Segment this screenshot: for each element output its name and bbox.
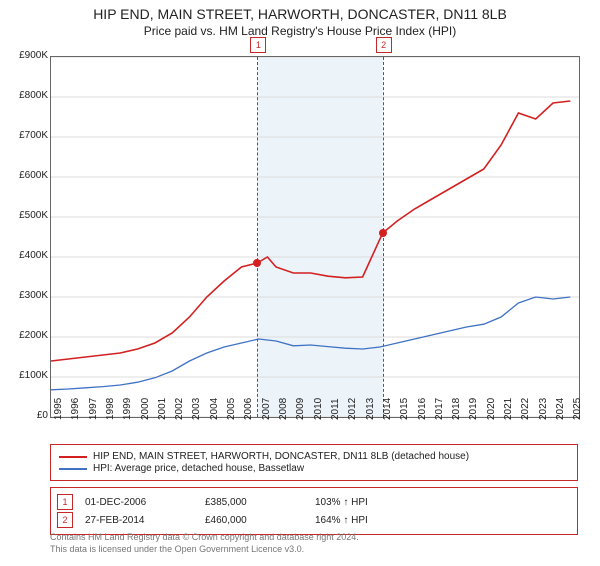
table-row: 1 01-DEC-2006 £385,000 103% ↑ HPI <box>57 494 571 510</box>
x-axis-tick: 2014 <box>382 398 393 420</box>
y-axis-tick: £500K <box>8 210 48 221</box>
x-axis-tick: 2015 <box>399 398 410 420</box>
legend-label: HIP END, MAIN STREET, HARWORTH, DONCASTE… <box>93 451 469 462</box>
y-axis-tick: £600K <box>8 170 48 181</box>
x-axis-tick: 2001 <box>157 398 168 420</box>
sale-pct: 103% ↑ HPI <box>315 497 368 508</box>
sale-price: £460,000 <box>205 515 315 526</box>
sale-pct: 164% ↑ HPI <box>315 515 368 526</box>
x-axis-tick: 2011 <box>330 398 341 420</box>
x-axis-tick: 2005 <box>226 398 237 420</box>
footnote-line: Contains HM Land Registry data © Crown c… <box>50 532 578 544</box>
x-axis-tick: 1998 <box>105 398 116 420</box>
sale-date: 27-FEB-2014 <box>85 515 205 526</box>
x-axis-tick: 2022 <box>520 398 531 420</box>
x-axis-tick: 2024 <box>555 398 566 420</box>
x-axis-tick: 1996 <box>70 398 81 420</box>
x-axis-tick: 2021 <box>503 398 514 420</box>
legend: HIP END, MAIN STREET, HARWORTH, DONCASTE… <box>50 444 578 481</box>
page-title: HIP END, MAIN STREET, HARWORTH, DONCASTE… <box>0 6 600 22</box>
y-axis-tick: £400K <box>8 250 48 261</box>
table-row: 2 27-FEB-2014 £460,000 164% ↑ HPI <box>57 512 571 528</box>
x-axis-tick: 2018 <box>451 398 462 420</box>
x-axis-tick: 2009 <box>295 398 306 420</box>
y-axis-tick: £200K <box>8 330 48 341</box>
sale-marker-icon: 2 <box>57 512 73 528</box>
x-axis-tick: 2002 <box>174 398 185 420</box>
x-axis-tick: 2013 <box>365 398 376 420</box>
footnote: Contains HM Land Registry data © Crown c… <box>50 532 578 555</box>
x-axis-tick: 2017 <box>434 398 445 420</box>
y-axis-tick: £100K <box>8 370 48 381</box>
legend-item: HPI: Average price, detached house, Bass… <box>59 463 569 474</box>
sale-date: 01-DEC-2006 <box>85 497 205 508</box>
x-axis-tick: 2007 <box>261 398 272 420</box>
x-axis-tick: 2008 <box>278 398 289 420</box>
x-axis-tick: 1999 <box>122 398 133 420</box>
y-axis-tick: £0 <box>8 410 48 421</box>
x-axis-tick: 2010 <box>313 398 324 420</box>
y-axis-tick: £800K <box>8 90 48 101</box>
x-axis-tick: 2003 <box>191 398 202 420</box>
x-axis-tick: 1995 <box>53 398 64 420</box>
page-subtitle: Price paid vs. HM Land Registry's House … <box>0 24 600 38</box>
footnote-line: This data is licensed under the Open Gov… <box>50 544 578 556</box>
x-axis-tick: 2006 <box>243 398 254 420</box>
sale-marker-icon: 1 <box>57 494 73 510</box>
y-axis-tick: £700K <box>8 130 48 141</box>
sales-table: 1 01-DEC-2006 £385,000 103% ↑ HPI 2 27-F… <box>50 487 578 535</box>
x-axis-tick: 2000 <box>140 398 151 420</box>
legend-item: HIP END, MAIN STREET, HARWORTH, DONCASTE… <box>59 451 569 462</box>
x-axis-tick: 2023 <box>538 398 549 420</box>
y-axis-tick: £900K <box>8 50 48 61</box>
x-axis-tick: 2004 <box>209 398 220 420</box>
x-axis-tick: 2016 <box>417 398 428 420</box>
chart-area: 12 <box>50 56 580 418</box>
x-axis-tick: 1997 <box>88 398 99 420</box>
x-axis-tick: 2012 <box>347 398 358 420</box>
legend-swatch <box>59 456 87 458</box>
x-axis-tick: 2019 <box>468 398 479 420</box>
sale-price: £385,000 <box>205 497 315 508</box>
x-axis-tick: 2020 <box>486 398 497 420</box>
legend-swatch <box>59 468 87 470</box>
y-axis-tick: £300K <box>8 290 48 301</box>
legend-label: HPI: Average price, detached house, Bass… <box>93 463 304 474</box>
x-axis-tick: 2025 <box>572 398 583 420</box>
